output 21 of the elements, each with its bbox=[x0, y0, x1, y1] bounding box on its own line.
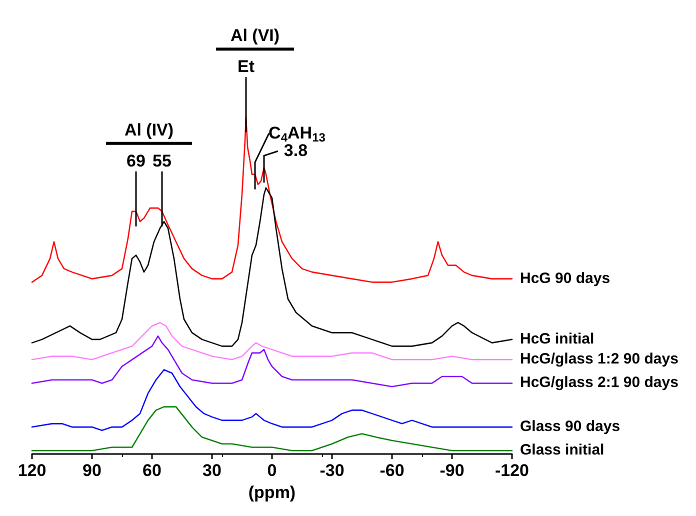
x-tick-label: 0 bbox=[267, 461, 277, 480]
text: Al (VI) bbox=[230, 26, 280, 46]
annotation: Et bbox=[238, 57, 255, 76]
x-tick-label: -90 bbox=[440, 461, 464, 480]
series-label: Glass 90 days bbox=[520, 418, 620, 436]
annotation: Al (IV) bbox=[124, 120, 174, 140]
series-label: HcG initial bbox=[520, 330, 594, 348]
x-axis-title: (ppm) bbox=[248, 483, 296, 502]
x-tick-label: 120 bbox=[18, 461, 46, 480]
x-tick-label: 90 bbox=[82, 461, 102, 480]
series-label: HcG/glass 1:2 90 days bbox=[520, 350, 678, 368]
series-label: HcG 90 days bbox=[520, 270, 610, 287]
x-tick-label: -30 bbox=[320, 461, 344, 480]
x-tick-label: 60 bbox=[142, 461, 162, 480]
x-tick-label: -120 bbox=[494, 461, 530, 480]
annotation: 69 bbox=[126, 151, 146, 170]
series-label: Glass initial bbox=[520, 442, 604, 459]
annotation: 55 bbox=[152, 151, 172, 170]
series-label: HcG/glass 2:1 90 days bbox=[520, 374, 678, 392]
x-tick-label: 30 bbox=[202, 461, 222, 480]
x-tick-label: -60 bbox=[380, 461, 404, 480]
